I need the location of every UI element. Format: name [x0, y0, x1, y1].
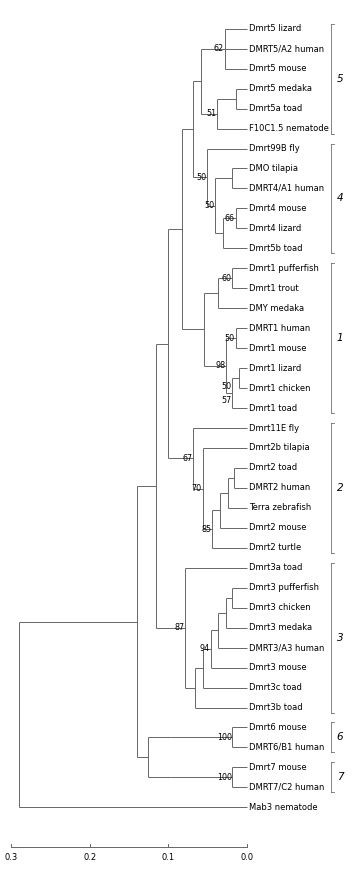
Text: Dmrt3 medaka: Dmrt3 medaka: [249, 623, 312, 632]
Text: Dmrt11E fly: Dmrt11E fly: [249, 423, 299, 433]
Text: Dmrt5b toad: Dmrt5b toad: [249, 244, 303, 253]
Text: 7: 7: [337, 773, 344, 782]
Text: Dmrt2 mouse: Dmrt2 mouse: [249, 523, 307, 533]
Text: Dmrt5 mouse: Dmrt5 mouse: [249, 64, 307, 74]
Text: 0.1: 0.1: [162, 853, 175, 862]
Text: Dmrt1 lizard: Dmrt1 lizard: [249, 364, 301, 372]
Text: 50: 50: [204, 201, 214, 210]
Text: DMRT5/A2 human: DMRT5/A2 human: [249, 44, 324, 53]
Text: Dmrt1 toad: Dmrt1 toad: [249, 404, 297, 413]
Text: Dmrt3 mouse: Dmrt3 mouse: [249, 663, 307, 672]
Text: DMO tilapia: DMO tilapia: [249, 164, 298, 173]
Text: Dmrt3a toad: Dmrt3a toad: [249, 563, 302, 572]
Text: Dmrt7 mouse: Dmrt7 mouse: [249, 763, 307, 772]
Text: DMRT2 human: DMRT2 human: [249, 484, 310, 492]
Text: 3: 3: [337, 632, 344, 643]
Text: 6: 6: [337, 732, 344, 743]
Text: 98: 98: [215, 361, 225, 371]
Text: 62: 62: [214, 44, 224, 53]
Text: 51: 51: [206, 110, 216, 118]
Text: Dmrt3 chicken: Dmrt3 chicken: [249, 604, 310, 612]
Text: 2: 2: [337, 483, 344, 493]
Text: 57: 57: [221, 396, 232, 405]
Text: 50: 50: [197, 173, 206, 181]
Text: Dmrt99B fly: Dmrt99B fly: [249, 144, 300, 153]
Text: Dmrt4 lizard: Dmrt4 lizard: [249, 224, 301, 233]
Text: Dmrt1 mouse: Dmrt1 mouse: [249, 343, 307, 353]
Text: Terra zebrafish: Terra zebrafish: [249, 504, 311, 512]
Text: DMRT6/B1 human: DMRT6/B1 human: [249, 743, 324, 752]
Text: DMRT4/A1 human: DMRT4/A1 human: [249, 184, 324, 193]
Text: 94: 94: [200, 645, 210, 653]
Text: 66: 66: [225, 214, 235, 223]
Text: DMRT1 human: DMRT1 human: [249, 324, 310, 333]
Text: DMRT3/A3 human: DMRT3/A3 human: [249, 643, 324, 652]
Text: Dmrt3b toad: Dmrt3b toad: [249, 703, 303, 712]
Text: F10C1.5 nematode: F10C1.5 nematode: [249, 124, 329, 133]
Text: 67: 67: [182, 454, 193, 463]
Text: Dmrt1 pufferfish: Dmrt1 pufferfish: [249, 264, 319, 272]
Text: 0.0: 0.0: [240, 853, 253, 862]
Text: Dmrt1 trout: Dmrt1 trout: [249, 284, 299, 293]
Text: Dmrt3c toad: Dmrt3c toad: [249, 683, 302, 692]
Text: 50: 50: [221, 382, 232, 391]
Text: 60: 60: [222, 274, 232, 283]
Text: Mab3 nematode: Mab3 nematode: [249, 802, 318, 812]
Text: 85: 85: [201, 525, 211, 533]
Text: DMY medaka: DMY medaka: [249, 304, 304, 313]
Text: Dmrt2 turtle: Dmrt2 turtle: [249, 543, 301, 552]
Text: 50: 50: [225, 334, 235, 343]
Text: DMRT7/C2 human: DMRT7/C2 human: [249, 783, 324, 792]
Text: Dmrt5 lizard: Dmrt5 lizard: [249, 25, 301, 33]
Text: 100: 100: [217, 773, 232, 782]
Text: Dmrt6 mouse: Dmrt6 mouse: [249, 723, 307, 732]
Text: 0.3: 0.3: [5, 853, 18, 862]
Text: 4: 4: [337, 194, 344, 203]
Text: Dmrt2 toad: Dmrt2 toad: [249, 463, 297, 472]
Text: 0.2: 0.2: [83, 853, 96, 862]
Text: 1: 1: [337, 333, 344, 343]
Text: Dmrt3 pufferfish: Dmrt3 pufferfish: [249, 583, 319, 592]
Text: 87: 87: [174, 624, 185, 632]
Text: 5: 5: [337, 74, 344, 83]
Text: 100: 100: [217, 733, 232, 742]
Text: Dmrt2b tilapia: Dmrt2b tilapia: [249, 443, 310, 453]
Text: 70: 70: [192, 484, 202, 493]
Text: Dmrt1 chicken: Dmrt1 chicken: [249, 384, 310, 392]
Text: Dmrt4 mouse: Dmrt4 mouse: [249, 204, 307, 213]
Text: Dmrt5 medaka: Dmrt5 medaka: [249, 84, 312, 93]
Text: Dmrt5a toad: Dmrt5a toad: [249, 104, 302, 113]
